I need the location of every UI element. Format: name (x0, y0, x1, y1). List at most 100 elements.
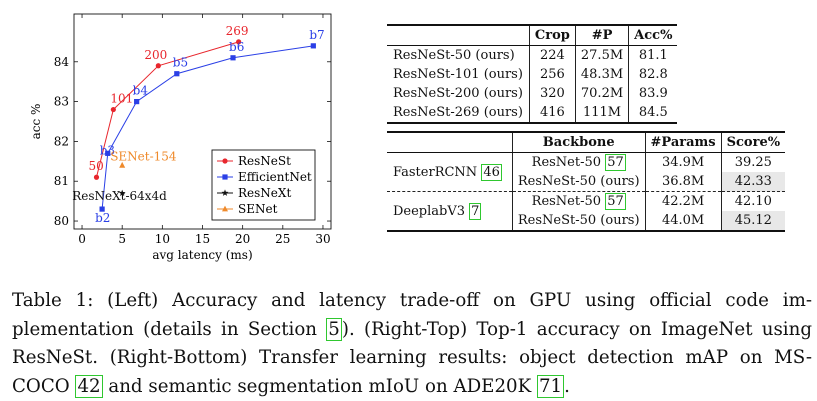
x-tick-label: 10 (155, 232, 170, 246)
acc-value: 82.8 (628, 65, 678, 84)
crop-value: 320 (539, 86, 565, 101)
table-row: ResNeSt-50 (ours) 36.8M 42.33 (387, 172, 786, 192)
x-tick-label: 0 (78, 232, 86, 246)
caption-text: ). (Right-Top) Top-1 accuracy on ImageNe… (12, 318, 812, 397)
efficientnet-data-point (99, 206, 105, 212)
y-tick-label: 84 (54, 55, 70, 69)
params-value: 27.5M (574, 45, 629, 65)
params-value: 48.3M (574, 65, 629, 84)
model-name: ResNeSt-200 (ours) (387, 84, 530, 103)
y-axis-label: acc % (29, 104, 43, 140)
table-row: ResNeSt-50 (ours) 44.0M 45.12 (387, 211, 786, 231)
backbone-name: ResNet-50 57 (512, 153, 645, 173)
table-header-row: Crop #P Acc% (387, 25, 678, 46)
efficientnet-data-label: b2 (95, 211, 110, 225)
score-value-highlighted: 42.33 (720, 172, 786, 192)
header-backbone: Backbone (512, 132, 646, 153)
header-model (387, 25, 530, 46)
crop-value: 224 (539, 48, 565, 63)
model-name: ResNeSt-269 (ours) (387, 103, 530, 123)
table-caption: Table 1: (Left) Accuracy and latency tra… (12, 287, 812, 401)
backbone-name: ResNeSt-50 (ours) (517, 174, 640, 189)
legend-senet-marker (222, 205, 228, 212)
resnest-data-label: 200 (144, 48, 167, 62)
y-tick-label: 81 (54, 174, 69, 188)
acc-value: 81.1 (628, 45, 678, 65)
crop-value: 416 (539, 105, 565, 120)
citation-link[interactable]: 57 (605, 154, 626, 171)
method-name: FasterRCNN 46 (387, 152, 513, 192)
transfer-learning-table: Backbone #Params Score% FasterRCNN 46 Re… (387, 131, 786, 232)
citation-link[interactable]: 71 (536, 374, 565, 398)
x-tick-label: 30 (315, 232, 330, 246)
header-params: #P (574, 25, 629, 46)
citation-link[interactable]: 7 (469, 202, 482, 220)
efficientnet-data-label: b6 (229, 40, 244, 54)
resnest-data-point (155, 63, 161, 69)
efficientnet-data-point (174, 71, 180, 77)
params-value: 70.2M (574, 84, 629, 103)
model-name: ResNeSt-50 (ours) (387, 45, 530, 65)
score-value-highlighted: 45.12 (720, 211, 786, 231)
table-row: ResNeSt-200 (ours) 320 70.2M 83.9 (387, 84, 678, 103)
crop-value: 256 (539, 67, 565, 82)
chart-legend (211, 149, 316, 221)
table-row: ResNeSt-269 (ours) 416 111M 84.5 (387, 103, 678, 123)
efficientnet-data-label: b7 (309, 28, 324, 42)
efficientnet-data-label: b3 (100, 143, 115, 157)
backbone-label: ResNet-50 (531, 194, 602, 209)
params-value: 42.2M (644, 191, 722, 211)
efficientnet-data-label: b5 (173, 56, 188, 70)
header-params: #Params (644, 132, 722, 153)
citation-link[interactable]: 46 (481, 163, 502, 181)
method-label: DeeplabV3 (393, 203, 466, 219)
acc-value: 83.9 (628, 84, 678, 103)
resnest-data-label: 269 (226, 24, 249, 38)
resnest-data-point (93, 174, 100, 180)
score-value: 42.10 (720, 191, 786, 211)
efficientnet-series-line (101, 45, 314, 210)
y-tick-label: 82 (54, 134, 69, 148)
resnext-data-point (118, 189, 126, 197)
method-name: DeeplabV3 7 (387, 191, 513, 231)
resnest-data-point (236, 39, 242, 45)
legend-senet-label: SENet (238, 202, 278, 216)
backbone-label: ResNet-50 (531, 155, 602, 170)
score-value: 39.25 (720, 152, 786, 172)
citation-link[interactable]: 42 (75, 374, 103, 398)
table-header-row: Backbone #Params Score% (387, 132, 786, 153)
x-tick-label: 20 (235, 232, 250, 246)
acc-value: 84.5 (628, 103, 678, 123)
efficientnet-data-point (310, 43, 316, 49)
legend-efficientnet-marker (222, 174, 228, 180)
y-tick-label: 80 (54, 214, 69, 228)
resnest-data-point (110, 106, 116, 113)
latency-accuracy-chart: 0 5 10 15 20 25 30 80 81 82 83 84 avg latency (ms) ac… (29, 13, 332, 262)
y-tick-label: 83 (54, 95, 69, 109)
backbone-name: ResNeSt-50 (ours) (517, 213, 640, 228)
resnext-data-label: ResNeXt-64x4d (72, 189, 167, 203)
citation-link[interactable]: 57 (605, 193, 626, 210)
params-value: 44.0M (644, 211, 722, 231)
caption-text: Table 1: (Left) Accuracy and latency tra… (12, 290, 812, 340)
header-method (387, 132, 513, 153)
legend-efficientnet-label: EfficientNet (238, 170, 312, 184)
caption-text: and semantic segmentation mIoU on ADE20K (102, 375, 537, 397)
backbone-name: ResNet-50 57 (512, 191, 646, 211)
params-value: 111M (574, 103, 629, 123)
header-crop: Crop (529, 25, 576, 46)
x-tick-label: 5 (118, 232, 126, 246)
efficientnet-data-point (105, 150, 111, 156)
legend-resnest-marker (222, 158, 228, 164)
efficientnet-data-label: b4 (133, 84, 149, 98)
resnest-series-line (96, 41, 239, 178)
table-row: ResNeSt-101 (ours) 256 48.3M 82.8 (387, 65, 678, 84)
resnest-data-label: 101 (110, 92, 133, 106)
section-reference-link[interactable]: 5 (326, 317, 342, 341)
table-row: FasterRCNN 46 ResNet-50 57 34.9M 39.25 (387, 152, 786, 192)
caption-text: . (564, 375, 570, 397)
legend-resnest-label: ResNeSt (238, 154, 291, 168)
resnest-data-label: 50 (88, 159, 103, 173)
x-axis-label: avg latency (ms) (152, 248, 252, 262)
header-score: Score% (720, 132, 786, 153)
